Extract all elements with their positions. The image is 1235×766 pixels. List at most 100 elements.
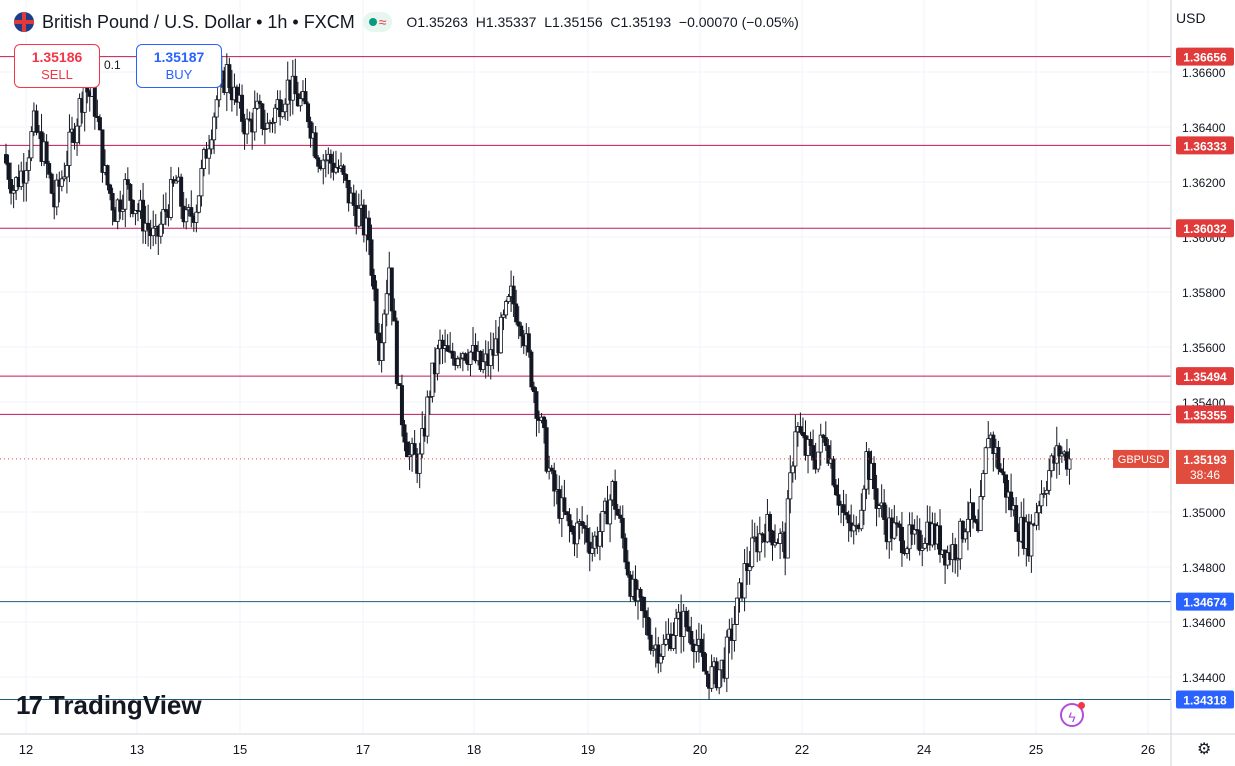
candle-down: [278, 99, 283, 118]
candle-up: [658, 655, 663, 664]
candle-down: [844, 512, 849, 516]
candle-up: [458, 357, 463, 360]
candle-up: [1037, 505, 1042, 514]
candle-up: [877, 505, 882, 509]
candle-up: [981, 473, 986, 497]
candle-down: [582, 525, 587, 529]
candle-down: [49, 173, 54, 194]
candle-down: [366, 217, 371, 241]
close-value: 1.35193: [620, 14, 672, 30]
candle-up: [757, 533, 762, 553]
candle-up: [468, 351, 473, 365]
y-tick-label: 1.34800: [1182, 561, 1226, 575]
level-label-bg: [1176, 219, 1234, 238]
lightning-icon[interactable]: ϟ: [1060, 703, 1084, 727]
level-price-labels: 1.36656 1.36333 1.36032 1.35494 1.35355 1.346…: [1176, 47, 1234, 709]
candle-up: [978, 496, 983, 532]
candle-up: [958, 520, 963, 560]
tradingview-wordmark: TradingView: [48, 690, 202, 720]
candle-up: [323, 159, 328, 162]
candle-up: [283, 103, 288, 113]
candle-down: [316, 157, 321, 167]
candle-down: [585, 527, 590, 543]
candle-up: [912, 529, 917, 535]
candle-down: [567, 514, 572, 527]
candle-up: [430, 362, 435, 397]
candle-down: [562, 497, 567, 513]
candle-down: [9, 179, 14, 194]
candle-up: [214, 99, 219, 118]
candle-up: [321, 159, 326, 170]
candle-down: [341, 165, 346, 175]
candle-up: [963, 531, 968, 540]
settings-gear-icon[interactable]: ⚙: [1197, 741, 1212, 758]
candle-down: [821, 434, 826, 438]
high-value: 1.35337: [485, 14, 537, 30]
candle-up: [747, 566, 752, 571]
lot-size[interactable]: 0.1: [104, 58, 121, 72]
candle-down: [767, 514, 772, 532]
candle-down: [47, 163, 52, 175]
currency-selector[interactable]: USD: [1176, 10, 1206, 26]
candle-down: [953, 544, 958, 561]
candle-up: [793, 431, 798, 467]
tradingview-logo[interactable]: 17 TradingView: [16, 690, 202, 721]
candle-down: [303, 91, 308, 105]
candle-down: [100, 129, 105, 173]
candle-down: [620, 517, 625, 539]
candle-up: [26, 157, 31, 171]
candle-down: [146, 222, 151, 230]
candle-down: [130, 199, 135, 215]
candle-up: [1047, 470, 1052, 491]
candle-down: [394, 320, 399, 384]
x-tick-label: 19: [581, 742, 595, 757]
symbol-tag-bg: [1113, 449, 1169, 468]
market-status[interactable]: ≈: [362, 12, 393, 32]
y-tick-label: 1.35800: [1182, 286, 1226, 300]
candle-down: [306, 103, 311, 123]
candle-up: [818, 434, 823, 453]
candle-down: [899, 526, 904, 554]
x-tick-label: 12: [19, 742, 33, 757]
candle-up: [1059, 453, 1064, 457]
candle-up: [1067, 458, 1072, 470]
candle-up: [788, 472, 793, 500]
sell-button[interactable]: 1.35186 SELL: [14, 44, 100, 88]
buy-label: BUY: [165, 67, 193, 82]
candle-down: [97, 117, 102, 131]
y-tick-label: 1.36200: [1182, 176, 1226, 190]
candle-up: [806, 439, 811, 456]
candle-up: [255, 100, 260, 109]
y-tick-label: 1.35000: [1182, 506, 1226, 520]
candle-down: [874, 488, 879, 509]
candle-down: [260, 103, 265, 129]
candle-down: [529, 351, 534, 388]
candle-down: [179, 176, 184, 207]
candle-up: [427, 396, 432, 398]
candle-up: [24, 170, 29, 184]
chart-grid: [0, 0, 1171, 734]
level-label-bg: [1176, 136, 1234, 155]
candle-up: [861, 488, 866, 511]
candle-up: [481, 361, 486, 370]
candle-down: [656, 644, 661, 664]
candle-down: [998, 468, 1003, 473]
buy-price: 1.35187: [153, 49, 205, 65]
y-tick-label: 1.36600: [1182, 66, 1226, 80]
x-tick-label: 13: [130, 742, 144, 757]
candle-up: [168, 179, 173, 218]
candle-up: [265, 122, 270, 130]
candle-down: [836, 494, 841, 506]
level-label: 1.35355: [1183, 408, 1227, 422]
y-tick-label: 1.34600: [1182, 616, 1226, 630]
candle-down: [580, 521, 585, 526]
candle-up: [133, 210, 138, 215]
candle-up: [590, 547, 595, 554]
symbol-title[interactable]: British Pound / U.S. Dollar • 1h • FXCM: [42, 11, 355, 32]
x-tick-label: 18: [467, 742, 481, 757]
buy-button[interactable]: 1.35187 BUY: [136, 44, 222, 88]
candle-down: [1004, 474, 1009, 498]
candle-up: [384, 293, 389, 315]
